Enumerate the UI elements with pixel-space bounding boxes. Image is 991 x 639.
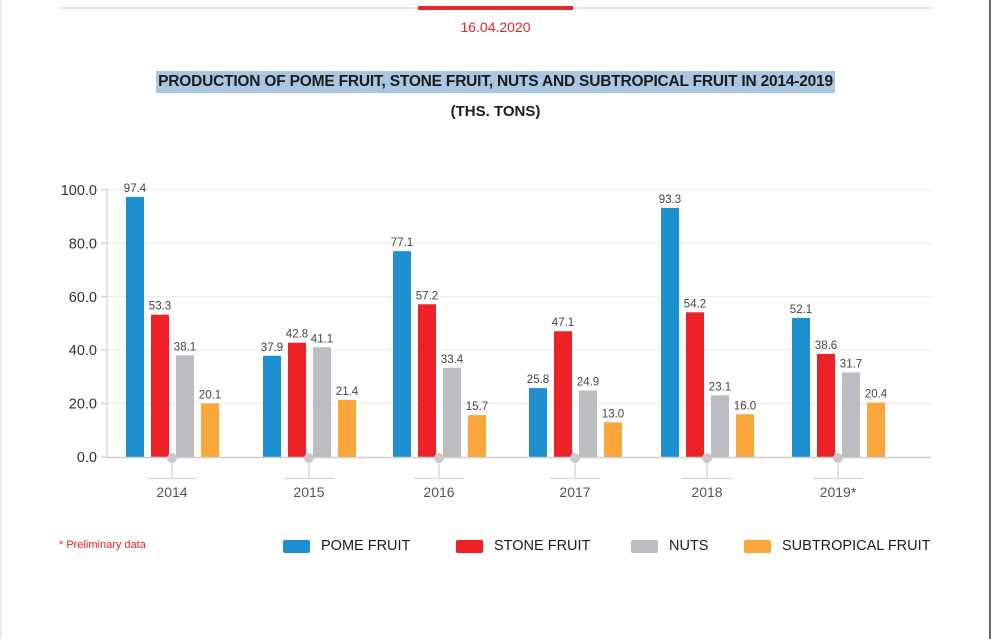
bar-nuts: [711, 395, 729, 457]
legend-item-stone: STONE FRUIT: [456, 538, 590, 554]
legend-item-nuts: NUTS: [631, 538, 708, 554]
x-tick-dot: [304, 453, 314, 463]
bar-subtropical-fruit: [867, 402, 885, 457]
bar-pome-fruit: [529, 388, 547, 457]
legend-item-pome: POME FRUIT: [283, 538, 410, 554]
bar-nuts: [443, 367, 461, 457]
bar-pome-fruit: [263, 355, 281, 457]
x-tick-label: 2019*: [820, 484, 857, 500]
data-label: 25.8: [527, 374, 549, 386]
legend-swatch-subtropical: [744, 539, 771, 553]
data-label: 37.9: [261, 342, 283, 354]
chart-title-wrap: PRODUCTION OF POME FRUIT, STONE FRUIT, N…: [0, 71, 991, 93]
x-tick-label: 2014: [156, 484, 187, 500]
bar-stone-fruit: [554, 331, 572, 457]
data-label: 41.1: [311, 333, 333, 345]
bar-nuts: [176, 355, 194, 457]
bar-subtropical-fruit: [338, 399, 356, 457]
data-label: 13.0: [602, 408, 624, 420]
bar-pome-fruit: [393, 251, 411, 457]
data-label: 38.6: [815, 340, 837, 352]
bar-nuts: [579, 390, 597, 457]
legend-swatch-pome: [283, 539, 310, 553]
legend-label-subtropical: SUBTROPICAL FRUIT: [782, 538, 931, 554]
bar-subtropical-fruit: [201, 403, 219, 457]
data-label: 24.9: [577, 377, 599, 389]
x-tick-dot: [702, 453, 712, 463]
data-label: 38.1: [174, 341, 196, 353]
data-label: 77.1: [391, 237, 413, 249]
data-label: 20.1: [199, 389, 221, 401]
page-right-border: [989, 0, 991, 639]
y-tick-label: 60.0: [69, 290, 97, 306]
y-tick-label: 80.0: [69, 236, 97, 252]
header-accent-bar: [418, 6, 573, 10]
bar-subtropical-fruit: [604, 422, 622, 457]
y-tick-label: 100.0: [61, 183, 97, 199]
bar-stone-fruit: [686, 312, 704, 457]
bar-subtropical-fruit: [736, 414, 754, 457]
legend-label-stone: STONE FRUIT: [494, 538, 591, 554]
bar-stone-fruit: [418, 304, 436, 457]
data-label: 97.4: [124, 183, 147, 195]
data-label: 53.3: [149, 301, 171, 313]
chart-title: PRODUCTION OF POME FRUIT, STONE FRUIT, N…: [156, 71, 835, 93]
bar-pome-fruit: [661, 207, 679, 457]
data-label: 57.2: [416, 290, 438, 302]
bar-stone-fruit: [288, 342, 306, 457]
data-label: 21.4: [336, 386, 359, 398]
y-tick-label: 20.0: [69, 397, 97, 413]
x-tick-label: 2018: [691, 484, 722, 500]
bar-pome-fruit: [126, 196, 144, 457]
page-left-border: [0, 0, 2, 639]
data-label: 23.1: [709, 381, 731, 393]
bar-stone-fruit: [817, 353, 835, 457]
bar-subtropical-fruit: [468, 415, 486, 457]
x-tick-dot: [434, 453, 444, 463]
footnote-preliminary: * Preliminary data: [59, 539, 146, 551]
data-label: 33.4: [441, 354, 464, 366]
publication-date: 16.04.2020: [460, 19, 531, 35]
data-label: 42.8: [286, 329, 308, 341]
data-label: 93.3: [659, 194, 681, 206]
chart-subtitle: (THS. TONS): [450, 103, 541, 120]
data-label: 31.7: [840, 358, 862, 370]
bar-stone-fruit: [151, 314, 169, 457]
x-tick-label: 2016: [423, 484, 454, 500]
legend-label-pome: POME FRUIT: [321, 538, 411, 554]
data-label: 54.2: [684, 298, 706, 310]
legend-swatch-nuts: [631, 539, 658, 553]
x-tick-label: 2017: [559, 484, 590, 500]
legend-item-subtropical: SUBTROPICAL FRUIT: [744, 538, 931, 554]
legend-label-nuts: NUTS: [669, 538, 709, 554]
bar-nuts: [313, 347, 331, 457]
data-label: 20.4: [865, 389, 888, 401]
legend-swatch-stone: [456, 539, 483, 553]
x-tick-label: 2015: [293, 484, 324, 500]
y-tick-label: 40.0: [69, 343, 97, 359]
bar-pome-fruit: [792, 317, 810, 457]
data-label: 16.0: [734, 400, 756, 412]
bar-nuts: [842, 372, 860, 457]
data-label: 52.1: [790, 304, 812, 316]
data-label: 15.7: [466, 401, 488, 413]
x-tick-dot: [833, 453, 843, 463]
y-tick-label: 0.0: [77, 450, 97, 466]
x-tick-dot: [570, 453, 580, 463]
data-label: 47.1: [552, 317, 574, 329]
x-tick-dot: [167, 453, 177, 463]
